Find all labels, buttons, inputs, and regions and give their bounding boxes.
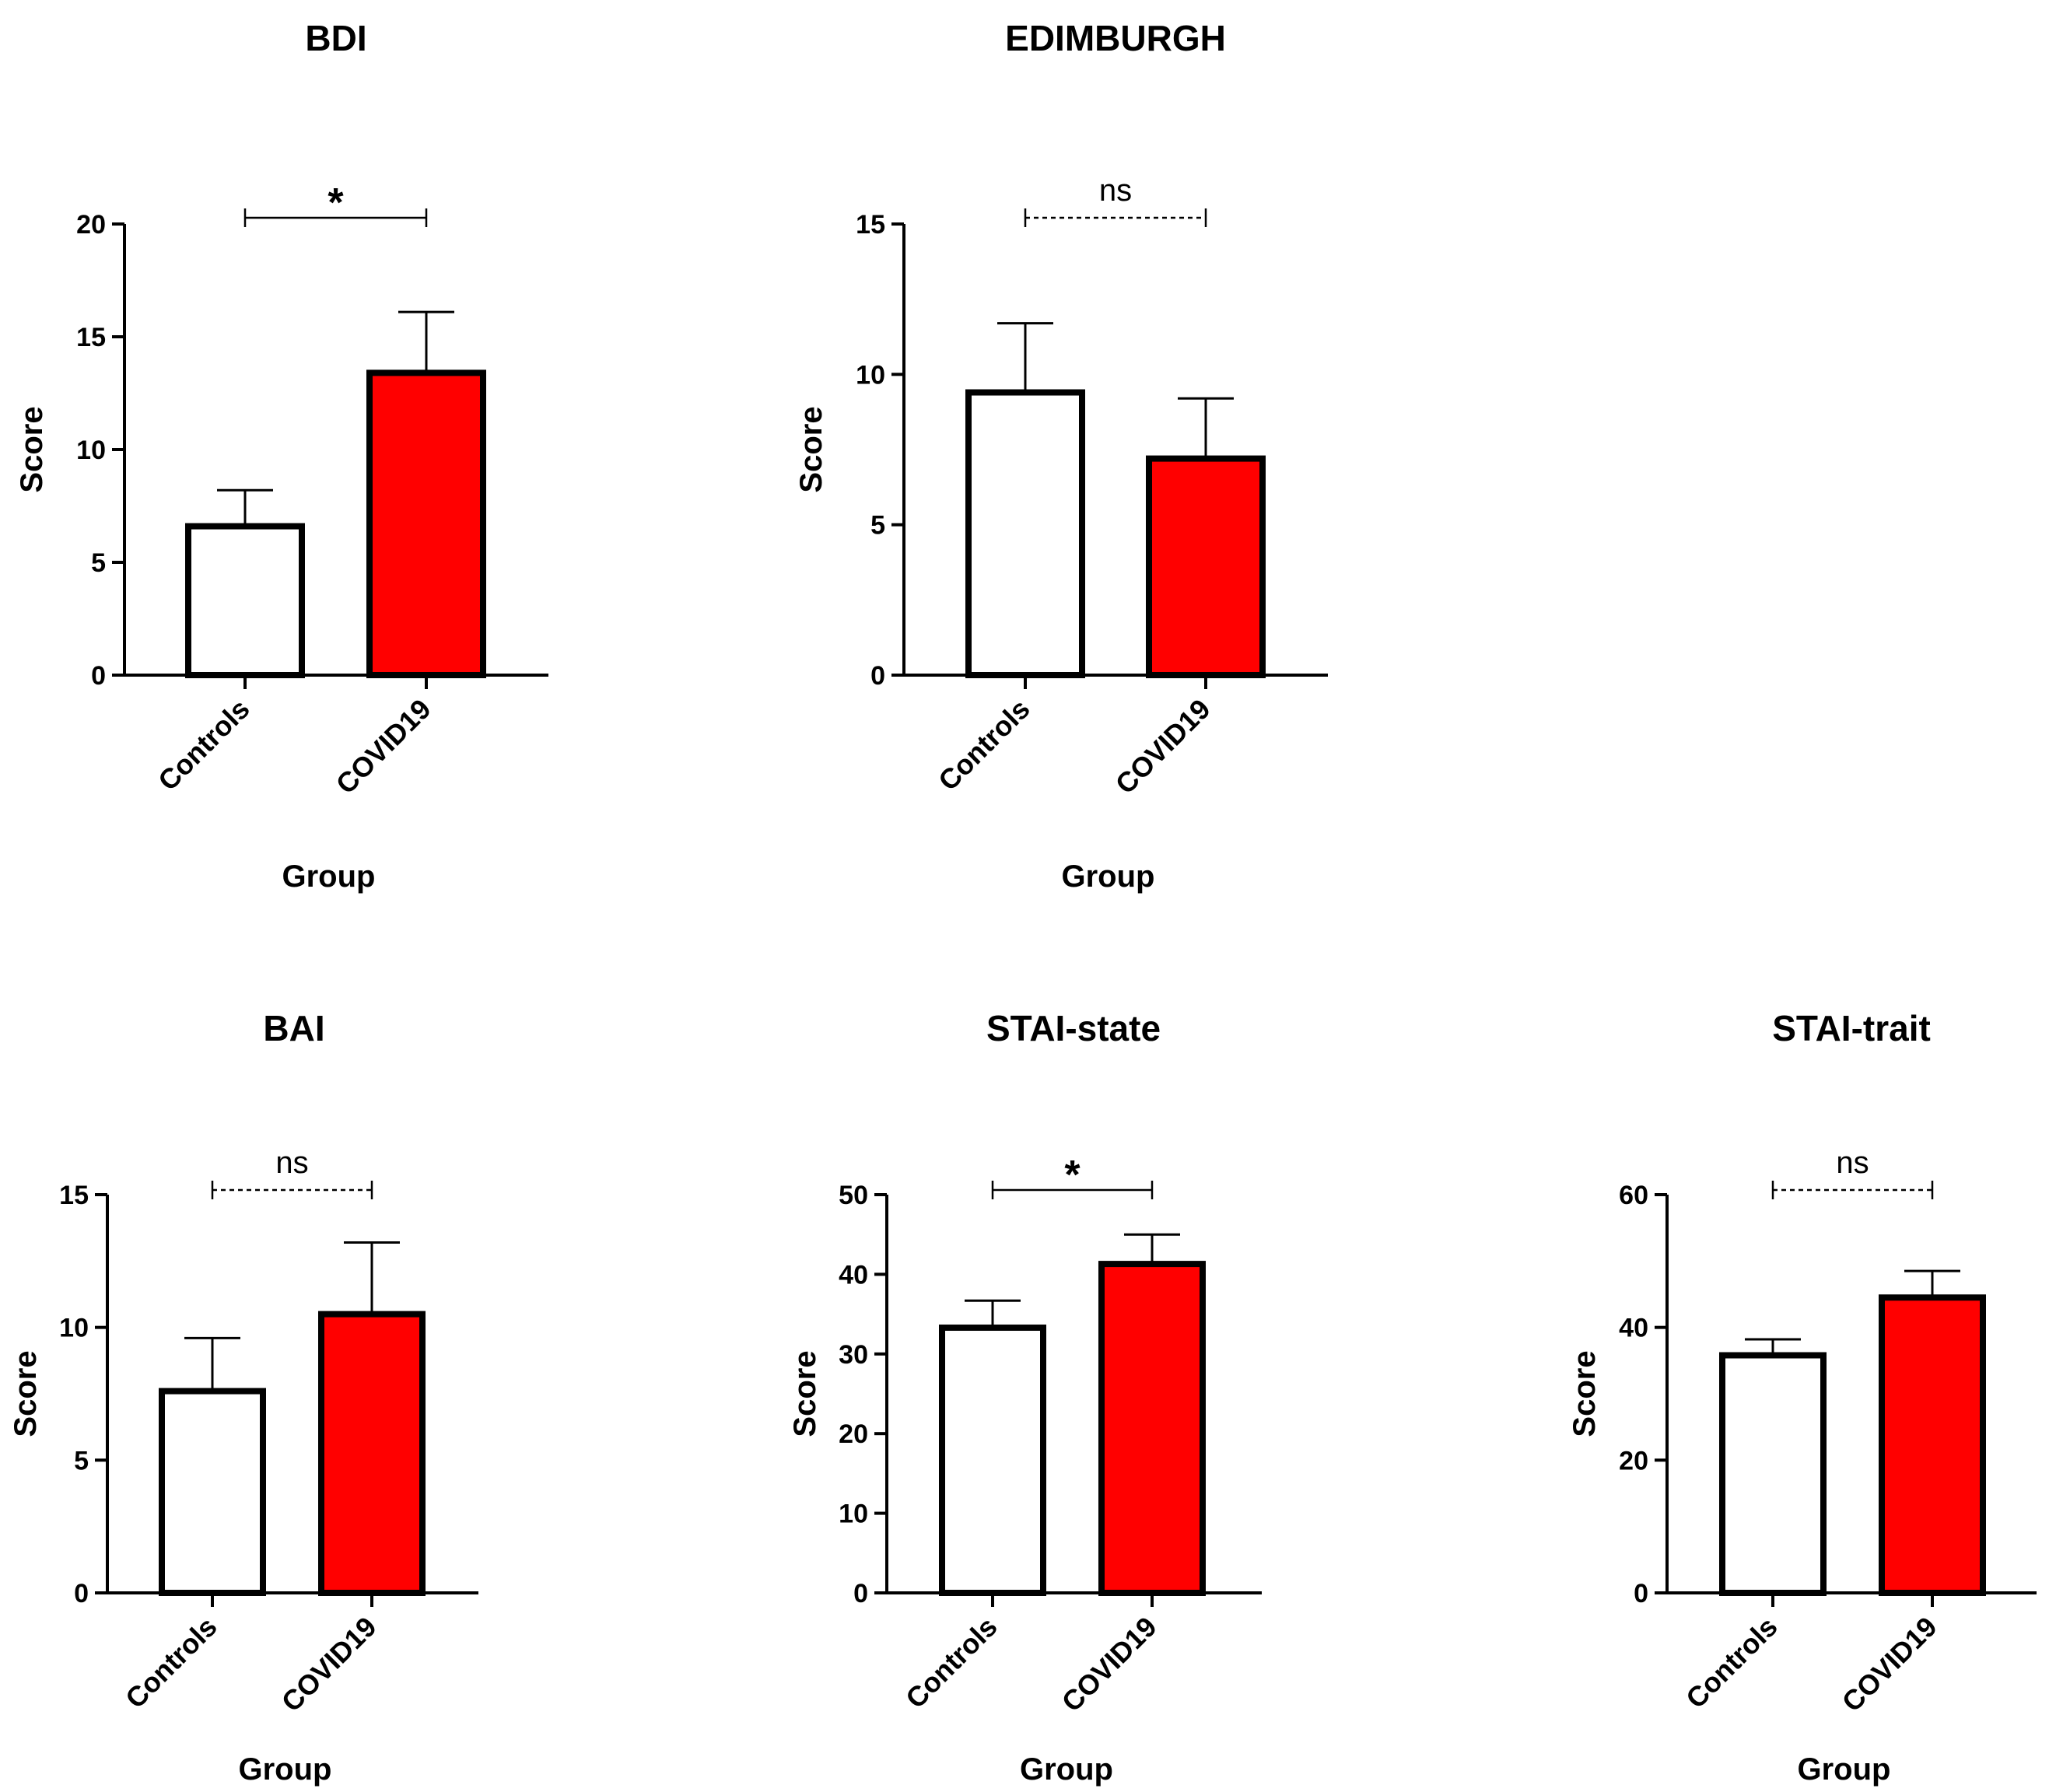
significance-label: *	[1064, 1153, 1081, 1198]
chart-title: STAI-state	[986, 1008, 1161, 1048]
x-tick-label: Controls	[152, 693, 256, 797]
bar-controls	[1719, 1352, 1827, 1597]
y-tick-label: 15	[76, 323, 106, 352]
bar-controls	[159, 1388, 266, 1596]
bar-covid19	[1879, 1294, 1986, 1597]
bar-covid19	[366, 369, 486, 678]
significance-label: ns	[275, 1146, 308, 1180]
chart-panel-bai: BAI 0 5 10 15 Controls COVID19 Group Score ns	[9, 1008, 478, 1787]
x-axis-label: Group	[1798, 1752, 1891, 1787]
y-tick-label: 0	[870, 661, 885, 691]
chart-title: STAI-trait	[1772, 1008, 1931, 1048]
x-tick-label: COVID19	[1836, 1611, 1943, 1718]
bar-controls	[185, 523, 305, 678]
chart-panel-stai-trait: STAI-trait 0 20 40 60 Controls COVID19 Group Sco…	[1567, 1008, 2037, 1787]
y-axis-label: Score	[788, 1350, 822, 1437]
y-tick-label: 20	[76, 210, 106, 240]
chart-title: BDI	[305, 18, 366, 58]
x-tick-label: Controls	[932, 693, 1036, 797]
y-tick-label: 0	[1634, 1579, 1648, 1608]
y-tick-label: 40	[1619, 1314, 1648, 1343]
y-tick-label: 40	[839, 1260, 868, 1290]
x-tick-label: COVID19	[1109, 693, 1217, 800]
chart-panel-edimburgh: EDIMBURGH 0 5 10 15 Controls COVID19 Group Score…	[794, 18, 1328, 894]
bar-covid19	[318, 1311, 426, 1596]
y-axis-label: Score	[1567, 1350, 1602, 1437]
x-axis-label: Group	[1062, 859, 1155, 894]
y-tick-label: 10	[856, 360, 885, 390]
y-tick-label: 20	[1619, 1446, 1648, 1475]
y-tick-label: 30	[839, 1340, 868, 1370]
chart-panel-bdi: BDI 0 5 10 15 20 Controls COVID19 Group Score *	[15, 18, 548, 894]
y-tick-label: 10	[59, 1314, 89, 1343]
y-axis-label: Score	[9, 1350, 43, 1437]
y-tick-label: 50	[839, 1181, 868, 1210]
y-tick-label: 20	[839, 1419, 868, 1449]
y-axis-label: Score	[15, 406, 49, 492]
y-tick-label: 15	[856, 210, 885, 240]
significance-label: *	[327, 180, 344, 226]
significance-label: ns	[1099, 173, 1132, 208]
x-tick-label: Controls	[899, 1611, 1003, 1715]
y-tick-label: 10	[839, 1500, 868, 1529]
bar-controls	[965, 389, 1085, 678]
x-tick-label: COVID19	[330, 693, 437, 800]
chart-title: EDIMBURGH	[1005, 18, 1226, 58]
significance-label: ns	[1836, 1146, 1869, 1180]
bar-covid19	[1098, 1261, 1206, 1596]
y-tick-label: 0	[91, 661, 106, 691]
y-tick-label: 5	[74, 1446, 89, 1475]
bar-controls	[939, 1325, 1046, 1597]
x-axis-label: Group	[1020, 1752, 1113, 1787]
x-tick-label: Controls	[119, 1611, 223, 1715]
y-tick-label: 0	[853, 1579, 868, 1608]
y-axis-label: Score	[794, 406, 828, 492]
x-axis-label: Group	[282, 859, 376, 894]
chart-title: BAI	[263, 1008, 324, 1048]
bar-covid19	[1146, 455, 1266, 678]
y-tick-label: 0	[74, 1579, 89, 1608]
x-tick-label: COVID19	[275, 1611, 383, 1718]
y-tick-label: 15	[59, 1181, 89, 1210]
y-tick-label: 10	[76, 436, 106, 465]
y-tick-label: 5	[91, 548, 106, 578]
x-tick-label: Controls	[1679, 1611, 1784, 1715]
y-tick-label: 5	[870, 511, 885, 541]
chart-panel-stai-state: STAI-state 0 10 20 30 40 50 Controls COVID19 Grou…	[788, 1008, 1262, 1787]
y-tick-label: 60	[1619, 1181, 1648, 1210]
x-axis-label: Group	[239, 1752, 332, 1787]
x-tick-label: COVID19	[1056, 1611, 1163, 1718]
